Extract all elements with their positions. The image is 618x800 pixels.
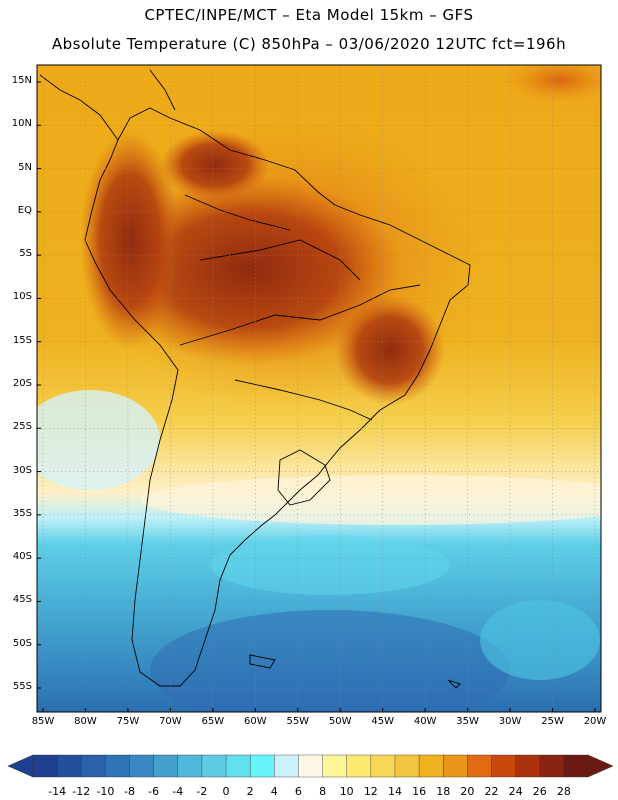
lat-label: EQ	[17, 204, 32, 216]
colorbar-label: -10	[96, 785, 115, 798]
colorbar-swatch	[129, 754, 155, 778]
lat-label: 10S	[12, 291, 32, 303]
colorbar-label: 22	[484, 785, 499, 798]
colorbar-label: -14	[48, 785, 67, 798]
colorbar-swatch	[443, 754, 468, 778]
lat-label: 50S	[12, 637, 32, 649]
colorbar-label: 12	[363, 785, 378, 798]
lon-label: 85W	[31, 716, 55, 727]
colorbar-swatch	[32, 754, 58, 778]
lat-label: 15N	[11, 75, 32, 86]
plot-frame	[36, 64, 602, 713]
lat-label: 40S	[12, 551, 32, 563]
lat-label: 45S	[12, 594, 32, 606]
lon-label: 50W	[328, 716, 352, 727]
colorbar-swatch	[56, 754, 82, 778]
colorbar-swatch	[81, 754, 106, 778]
colorbar-label: 16	[412, 785, 427, 798]
colorbar-swatch	[467, 754, 492, 778]
colorbar-label: -2	[196, 785, 208, 798]
colorbar-swatch	[346, 754, 372, 778]
lon-label: 20W	[583, 716, 607, 727]
lon-label: 60W	[243, 716, 267, 727]
colorbar-high-arrow	[587, 754, 614, 778]
lon-label: 35W	[456, 716, 479, 727]
colorbar-swatch	[394, 754, 420, 778]
lon-label: 80W	[74, 716, 97, 727]
colorbar-label: -4	[172, 785, 184, 798]
lon-label: 75W	[116, 716, 140, 727]
temperature-field	[37, 65, 601, 712]
colorbar-swatch	[563, 754, 589, 778]
colorbar-label: -12	[72, 785, 91, 798]
colorbar-label: 14	[387, 785, 402, 798]
colorbar-swatch	[249, 754, 275, 778]
colorbar-swatch	[539, 754, 565, 778]
colorbar-label: 10	[339, 785, 354, 798]
colorbar-label: -8	[124, 785, 135, 798]
colorbar-label: 24	[508, 785, 523, 798]
lon-label: 55W	[286, 716, 310, 727]
colorbar-swatch	[201, 754, 227, 778]
lon-label: 30W	[498, 716, 522, 727]
map-title-line-1: CPTEC/INPE/MCT – Eta Model 15km – GFS	[144, 6, 474, 24]
lat-label: 10N	[11, 118, 32, 130]
colorbar-low-arrow	[7, 754, 34, 778]
colorbar-swatch	[274, 754, 299, 778]
lat-label: 55S	[12, 681, 32, 692]
lon-label: 25W	[541, 716, 564, 727]
colorbar-swatch	[177, 754, 203, 778]
lat-label: 30S	[12, 464, 32, 476]
lon-label: 70W	[159, 716, 182, 727]
colorbar	[7, 754, 614, 778]
lon-label: 65W	[201, 716, 225, 727]
colorbar-swatch	[153, 754, 179, 778]
colorbar-swatch	[418, 754, 444, 778]
colorbar-label: 2	[246, 785, 254, 798]
colorbar-label: 8	[319, 785, 327, 798]
colorbar-swatch	[105, 754, 131, 778]
colorbar-label: 4	[270, 785, 278, 798]
lat-label: 5N	[18, 161, 32, 173]
colorbar-swatch	[298, 754, 324, 778]
lat-label: 15S	[12, 334, 32, 346]
lat-label: 25S	[12, 421, 32, 433]
axis-ticks	[37, 81, 596, 712]
colorbar-swatch	[322, 754, 348, 778]
colorbar-swatch	[491, 754, 517, 778]
colorbar-swatch	[225, 754, 251, 778]
colorbar-label: 0	[222, 785, 230, 798]
lat-label: 35S	[12, 507, 32, 519]
lon-label: 45W	[371, 716, 394, 727]
map-title-line-2: Absolute Temperature (C) 850hPa – 03/06/…	[51, 35, 567, 53]
colorbar-label: 26	[532, 785, 547, 798]
colorbar-label: 20	[460, 785, 475, 798]
colorbar-label: 18	[436, 785, 451, 798]
colorbar-swatch	[515, 754, 541, 778]
lat-label: 5S	[19, 248, 32, 260]
lon-label: 40W	[413, 716, 437, 727]
coastlines-borders	[39, 69, 471, 689]
colorbar-label: 6	[294, 785, 302, 798]
colorbar-label: 28	[556, 785, 571, 798]
colorbar-label: -6	[148, 785, 160, 798]
colorbar-swatch	[370, 754, 396, 778]
lat-label: 20S	[12, 378, 32, 389]
